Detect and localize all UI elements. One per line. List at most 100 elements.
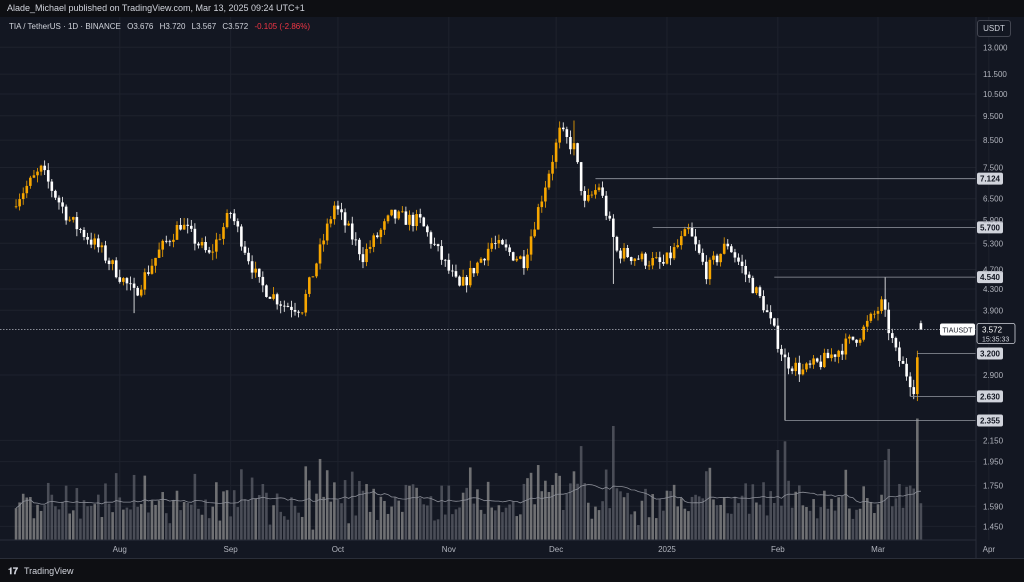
candle-body[interactable]	[25, 185, 29, 194]
candle-body[interactable]	[204, 241, 207, 251]
candle-body[interactable]	[29, 177, 32, 186]
symbol-name[interactable]: TIA / TetherUS · 1D · BINANCE	[9, 22, 121, 31]
candle-body[interactable]	[633, 258, 637, 262]
candle-body[interactable]	[744, 265, 747, 275]
candle-body[interactable]	[161, 240, 164, 250]
candle-body[interactable]	[447, 259, 451, 271]
candle-body[interactable]	[18, 199, 21, 207]
candle-body[interactable]	[472, 268, 476, 274]
candle-body[interactable]	[526, 254, 529, 269]
candle-body[interactable]	[769, 312, 772, 319]
candle-body[interactable]	[440, 246, 443, 260]
candle-body[interactable]	[75, 217, 79, 230]
candle-body[interactable]	[175, 225, 179, 240]
candle-body[interactable]	[540, 201, 544, 208]
candle-body[interactable]	[640, 253, 644, 260]
candle-body[interactable]	[21, 193, 25, 200]
candle-body[interactable]	[93, 238, 97, 245]
candle-body[interactable]	[114, 260, 118, 278]
candle-body[interactable]	[290, 306, 293, 310]
candle-body[interactable]	[515, 258, 519, 261]
candle-body[interactable]	[504, 244, 508, 248]
candle-body[interactable]	[236, 221, 240, 227]
candle-body[interactable]	[712, 255, 715, 260]
candle-body[interactable]	[805, 363, 808, 370]
candle-body[interactable]	[282, 305, 286, 307]
candle-body[interactable]	[350, 223, 354, 240]
candle-body[interactable]	[311, 276, 315, 278]
candle-body[interactable]	[690, 227, 694, 237]
candle-body[interactable]	[819, 361, 823, 368]
candle-body[interactable]	[801, 369, 805, 375]
candle-body[interactable]	[865, 320, 869, 327]
candle-body[interactable]	[876, 311, 880, 314]
candle-body[interactable]	[468, 268, 472, 286]
candle-body[interactable]	[629, 257, 633, 262]
candle-body[interactable]	[826, 352, 830, 359]
candle-body[interactable]	[458, 276, 461, 286]
candle-body[interactable]	[372, 235, 376, 247]
candle-body[interactable]	[32, 175, 36, 178]
candle-body[interactable]	[386, 215, 390, 222]
candle-body[interactable]	[790, 368, 794, 372]
candle-body[interactable]	[232, 213, 236, 222]
currency-button[interactable]: USDT	[977, 20, 1011, 37]
candle-body[interactable]	[218, 238, 222, 240]
candle-body[interactable]	[483, 258, 486, 261]
candle-body[interactable]	[429, 232, 433, 244]
candle-body[interactable]	[823, 352, 826, 368]
candle-body[interactable]	[858, 339, 862, 343]
candle-body[interactable]	[361, 254, 365, 263]
candle-body[interactable]	[873, 313, 876, 315]
candle-body[interactable]	[250, 261, 254, 273]
candle-body[interactable]	[694, 236, 697, 245]
candle-body[interactable]	[190, 225, 193, 229]
candle-body[interactable]	[561, 127, 565, 130]
candle-body[interactable]	[79, 229, 82, 230]
candle-body[interactable]	[880, 299, 883, 312]
candle-body[interactable]	[61, 202, 64, 207]
candle-body[interactable]	[354, 239, 358, 241]
candle-body[interactable]	[511, 252, 515, 261]
candle-body[interactable]	[798, 362, 801, 375]
candle-body[interactable]	[916, 357, 919, 395]
candle-body[interactable]	[415, 214, 418, 227]
candle-body[interactable]	[683, 229, 687, 237]
candle-body[interactable]	[719, 253, 722, 263]
candle-body[interactable]	[265, 285, 268, 297]
candle-body[interactable]	[168, 241, 172, 243]
candle-body[interactable]	[39, 165, 43, 172]
candle-body[interactable]	[862, 326, 865, 340]
candle-body[interactable]	[919, 323, 923, 330]
candle-body[interactable]	[315, 263, 318, 277]
candle-body[interactable]	[705, 261, 708, 280]
candle-body[interactable]	[68, 219, 72, 221]
candle-body[interactable]	[150, 265, 154, 274]
candle-body[interactable]	[164, 240, 168, 242]
candle-body[interactable]	[279, 304, 283, 306]
candle-body[interactable]	[565, 129, 569, 138]
candle-body[interactable]	[436, 244, 440, 247]
candle-body[interactable]	[408, 214, 411, 225]
candle-body[interactable]	[844, 338, 848, 355]
candle-body[interactable]	[358, 239, 361, 255]
candle-body[interactable]	[304, 293, 308, 313]
candle-body[interactable]	[422, 217, 426, 227]
candle-body[interactable]	[57, 197, 61, 203]
candle-body[interactable]	[905, 363, 908, 377]
candle-body[interactable]	[751, 277, 755, 294]
candle-body[interactable]	[14, 206, 18, 208]
candle-body[interactable]	[111, 260, 114, 265]
candle-body[interactable]	[286, 305, 290, 307]
candle-body[interactable]	[451, 270, 454, 272]
candle-body[interactable]	[869, 313, 873, 321]
candle-body[interactable]	[254, 268, 257, 273]
candle-body[interactable]	[572, 143, 576, 150]
candle-body[interactable]	[848, 336, 851, 339]
candle-body[interactable]	[787, 357, 790, 369]
candle-body[interactable]	[908, 376, 912, 388]
candle-body[interactable]	[404, 211, 408, 225]
candle-body[interactable]	[300, 312, 304, 314]
candle-body[interactable]	[293, 309, 297, 312]
candle-body[interactable]	[243, 246, 247, 253]
